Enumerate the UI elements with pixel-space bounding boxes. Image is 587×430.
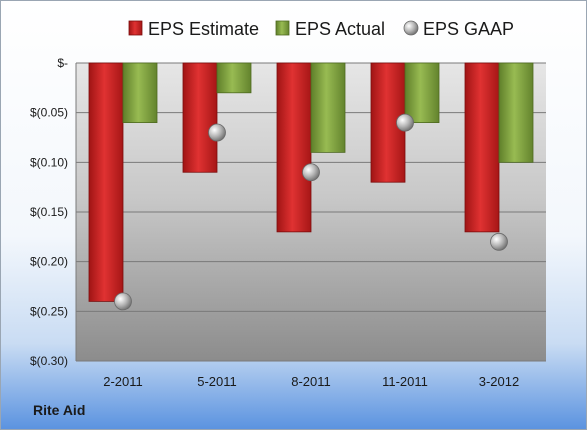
legend-eps-actual-swatch xyxy=(275,20,290,36)
eps-gaap-marker xyxy=(208,123,226,142)
legend-label: EPS Estimate xyxy=(148,19,259,39)
x-tick-label: 11-2011 xyxy=(382,374,428,389)
y-tick-label: $(0.05) xyxy=(30,106,68,120)
y-tick-label: $(0.15) xyxy=(30,205,68,219)
eps-actual-bar xyxy=(404,62,440,123)
x-tick-label: 3-2012 xyxy=(479,374,519,389)
y-tick-label: $(0.10) xyxy=(30,155,68,169)
y-tick-label: $- xyxy=(57,56,68,70)
eps-gaap-marker xyxy=(490,232,508,251)
eps-gaap-marker xyxy=(302,163,320,182)
x-tick-label: 8-2011 xyxy=(291,374,331,389)
eps-actual-bar xyxy=(216,62,252,94)
x-tick-label: 5-2011 xyxy=(197,374,237,389)
eps-actual-bar xyxy=(498,62,534,163)
legend-eps-estimate-swatch xyxy=(128,20,143,36)
eps-actual-bar xyxy=(310,62,346,153)
company-name: Rite Aid xyxy=(33,402,86,418)
eps-estimate-bar xyxy=(182,62,218,173)
legend-eps-gaap-swatch xyxy=(403,20,419,36)
y-tick-label: $(0.30) xyxy=(30,354,68,368)
y-tick-label: $(0.20) xyxy=(30,255,68,269)
eps-actual-bar xyxy=(122,62,158,123)
eps-estimate-bar xyxy=(88,62,124,302)
legend-label: EPS GAAP xyxy=(423,19,514,39)
legend-label: EPS Actual xyxy=(295,19,385,39)
eps-estimate-bar xyxy=(464,62,500,233)
x-tick-label: 2-2011 xyxy=(103,374,143,389)
y-tick-label: $(0.25) xyxy=(30,304,68,318)
eps-gaap-marker xyxy=(396,113,414,132)
eps-gaap-marker xyxy=(114,292,132,311)
eps-estimate-bar xyxy=(276,62,312,233)
